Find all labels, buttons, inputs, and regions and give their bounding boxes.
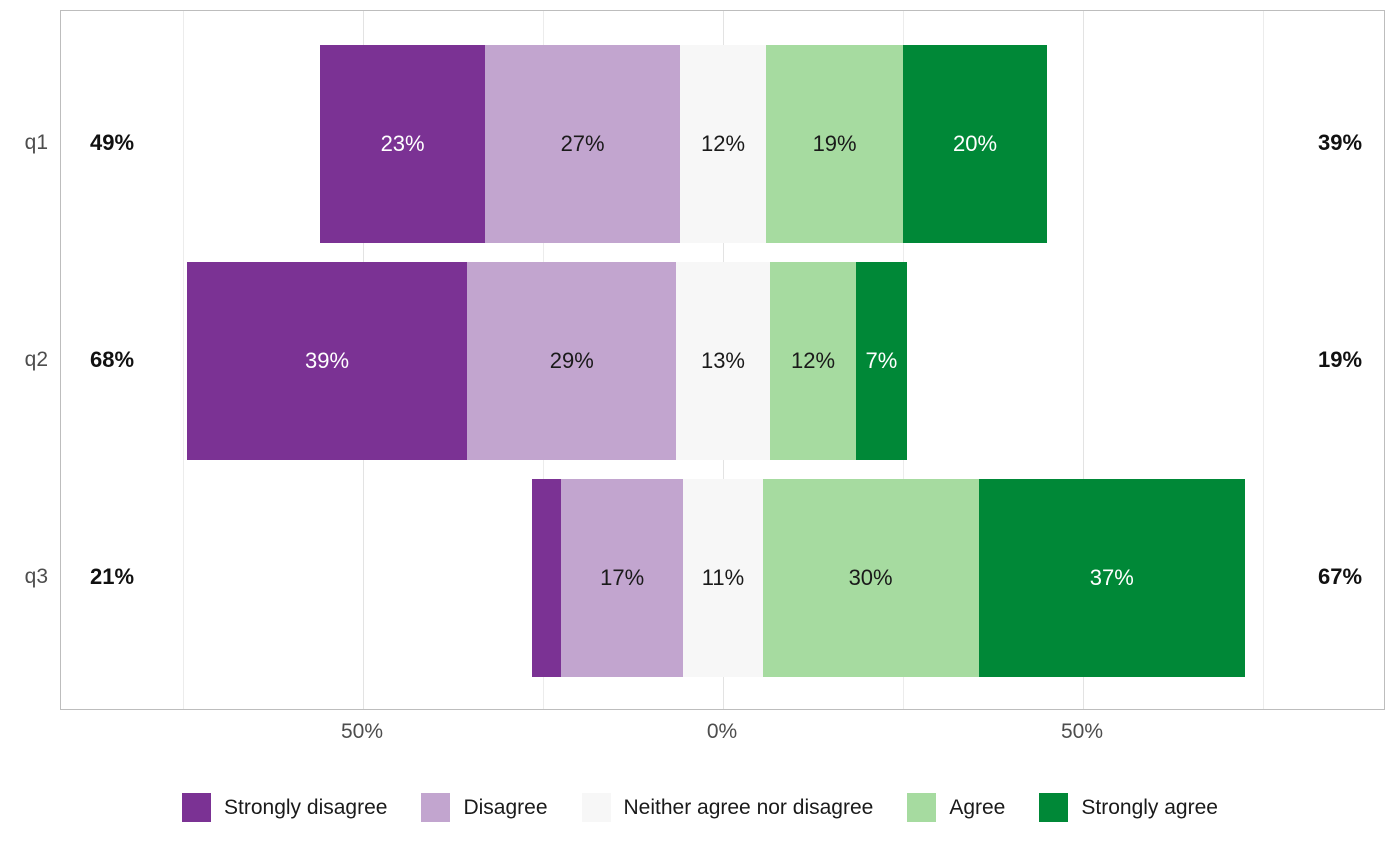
legend-swatch <box>182 793 212 822</box>
bar-segment-label: 11% <box>701 565 745 590</box>
plot-panel: 23% 27% 12% 19% 20% 39% 29% 13% 12% 7% 17% 11% 30% 37… <box>60 10 1385 710</box>
bar-segment-label: 29% <box>549 348 594 373</box>
bar-segment-label: 19% <box>812 131 857 156</box>
right-total-label: 19% <box>1317 347 1363 372</box>
bar-segment: 30% <box>762 479 979 677</box>
legend-item: Disagree <box>421 793 548 822</box>
bar-segment: 11% <box>683 479 763 677</box>
legend-swatch <box>421 793 451 822</box>
legend-item: Strongly disagree <box>182 793 387 822</box>
bar-segment-label: 7% <box>865 348 898 373</box>
bar-segment: 37% <box>978 479 1245 677</box>
right-total-label: 67% <box>1317 564 1363 589</box>
right-total-label: 39% <box>1317 130 1363 155</box>
bar-segment-label: 37% <box>1089 565 1134 590</box>
major-gridline <box>1083 11 1084 709</box>
bar-segment-label: 17% <box>600 565 645 590</box>
x-tick-label: 50% <box>1060 720 1104 743</box>
bar-segment-label: 12% <box>700 131 746 156</box>
bar-segment-label: 39% <box>304 348 350 373</box>
bar-segment: 27% <box>485 45 680 243</box>
bar-segment-label: 27% <box>560 131 605 156</box>
bar-segment-label: 12% <box>790 348 836 373</box>
bar-segment-label: 30% <box>848 565 893 590</box>
legend-swatch <box>907 793 937 822</box>
bar-segment-label: 23% <box>380 131 425 156</box>
legend-item: Neither agree nor disagree <box>581 793 874 822</box>
bar-segment: 39% <box>186 262 468 460</box>
minor-gridline <box>1263 11 1264 709</box>
minor-gridline <box>183 11 184 709</box>
bar-segment-label: 13% <box>700 348 745 373</box>
bar-segment: 19% <box>766 45 903 243</box>
x-tick-label: 0% <box>706 720 738 743</box>
left-total-label: 21% <box>89 564 135 589</box>
legend-swatch <box>581 793 611 822</box>
legend-label: Neither agree nor disagree <box>623 795 874 819</box>
legend-label: Strongly agree <box>1081 795 1218 819</box>
bar-segment: 12% <box>769 262 857 460</box>
category-label: q2 <box>24 348 48 371</box>
left-total-label: 68% <box>89 347 135 372</box>
legend-item: Agree <box>907 793 1005 822</box>
bar-segment: 13% <box>676 262 770 460</box>
x-tick-label: 50% <box>340 720 384 743</box>
bar-segment: 17% <box>561 479 684 677</box>
legend: Strongly disagree Disagree Neither agree n… <box>0 793 1400 822</box>
bar-segment: 12% <box>679 45 767 243</box>
category-label: q3 <box>24 565 48 588</box>
legend-label: Strongly disagree <box>224 795 388 819</box>
bar-segment <box>532 479 561 677</box>
bar-segment: 23% <box>319 45 486 243</box>
bar-segment: 29% <box>467 262 677 460</box>
category-label: q1 <box>24 131 48 154</box>
legend-swatch <box>1039 793 1069 822</box>
bar-segment: 7% <box>856 262 907 460</box>
bar-segment-label: 20% <box>952 131 998 156</box>
legend-item: Strongly agree <box>1039 793 1218 822</box>
legend-label: Disagree <box>463 795 548 819</box>
left-total-label: 49% <box>89 130 135 155</box>
legend-label: Agree <box>949 795 1006 819</box>
bar-segment: 20% <box>903 45 1047 243</box>
